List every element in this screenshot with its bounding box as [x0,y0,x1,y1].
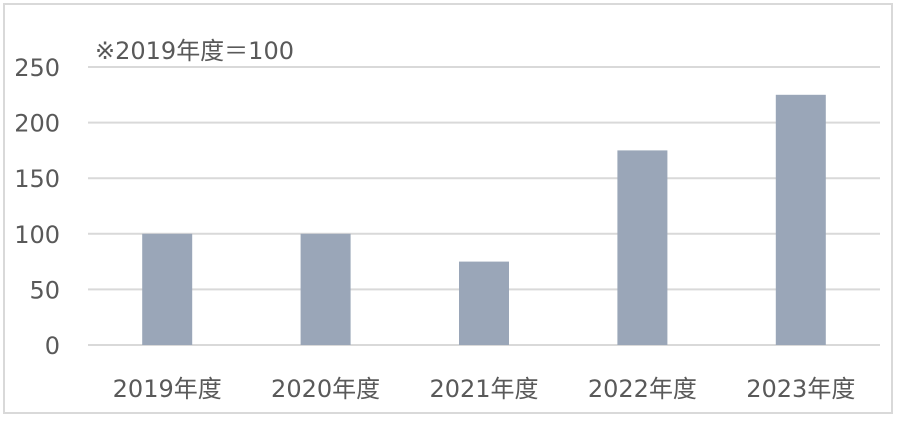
y-tick-label: 100 [14,221,60,249]
gridlines [88,66,880,346]
y-tick-label: 0 [45,332,60,360]
x-axis-ticks: 2019年度 2020年度 2021年度 2022年度 2023年度 [113,375,856,403]
bar [617,150,668,345]
y-tick-label: 250 [14,54,60,82]
x-tick-label: 2020年度 [271,375,380,403]
y-tick-label: 200 [14,110,60,138]
bar [142,233,193,345]
bar [775,94,826,345]
x-tick-label: 2023年度 [746,375,855,403]
bars [142,94,826,345]
y-axis-ticks: 0 50 100 150 200 250 [14,54,60,360]
chart-note: ※2019年度＝100 [95,37,294,65]
bar [459,261,509,345]
y-tick-label: 150 [14,165,60,193]
bar [300,233,351,345]
x-tick-label: 2022年度 [588,375,697,403]
x-tick-label: 2019年度 [113,375,222,403]
x-tick-label: 2021年度 [429,375,538,403]
y-tick-label: 50 [29,276,60,304]
